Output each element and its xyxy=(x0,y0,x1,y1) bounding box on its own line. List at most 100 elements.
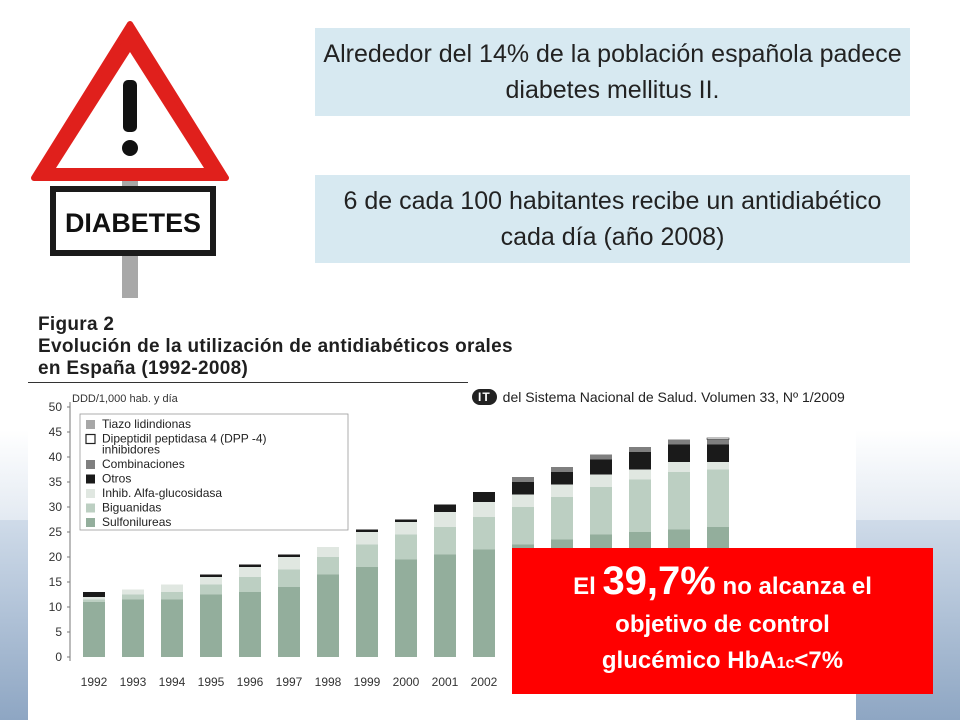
callout-prefix: El xyxy=(573,572,596,600)
legend-label: Biguanidas xyxy=(102,501,161,515)
bar-segment xyxy=(83,597,105,600)
bar-segment xyxy=(356,529,378,532)
legend-swatch xyxy=(86,460,95,469)
bar-segment xyxy=(239,564,261,567)
bar-segment xyxy=(473,517,495,550)
bar-segment xyxy=(707,439,729,445)
bar-segment xyxy=(356,532,378,545)
legend-label: Combinaciones xyxy=(102,457,185,471)
bar-segment xyxy=(590,459,612,475)
exclamation-bar xyxy=(123,80,137,132)
bar-segment xyxy=(512,482,534,495)
info-text-usage: 6 de cada 100 habitantes recibe un antid… xyxy=(343,187,882,251)
callout-box: El 39,7% no alcanza el objetivo de contr… xyxy=(512,548,933,694)
bar-segment xyxy=(83,602,105,657)
y-tick-label: 25 xyxy=(49,525,63,539)
legend-label: Otros xyxy=(102,472,131,486)
diabetes-warning-sign: DIABETES xyxy=(30,18,260,298)
bar-segment xyxy=(200,584,222,595)
bar-segment xyxy=(239,567,261,577)
x-tick-label: 2001 xyxy=(432,675,459,689)
source-text: del Sistema Nacional de Salud. Volumen 3… xyxy=(502,389,845,405)
bar-segment xyxy=(629,479,651,532)
x-axis-labels: 1992 1993 1994 1995 1996 1997 1998 1999 2000 2001… xyxy=(81,675,498,689)
bar-segment xyxy=(668,439,690,445)
bar-segment xyxy=(200,594,222,657)
y-tick-label: 30 xyxy=(49,500,63,514)
legend-swatch xyxy=(86,503,95,513)
bar-segment xyxy=(590,474,612,487)
bar-segment xyxy=(278,587,300,657)
y-tick-label: 5 xyxy=(55,625,62,639)
callout-line3: glucémico HbA1c<7% xyxy=(602,643,843,682)
bar-segment xyxy=(668,444,690,462)
x-tick-label: 1996 xyxy=(237,675,264,689)
bar-segment xyxy=(434,512,456,527)
y-tick-label: 10 xyxy=(49,600,63,614)
bar-segment xyxy=(512,507,534,545)
bar-segment xyxy=(473,502,495,517)
bar-segment xyxy=(83,592,105,597)
bar-segment xyxy=(668,472,690,530)
bar-segment xyxy=(161,584,183,592)
y-tick-label: 20 xyxy=(49,550,63,564)
bar-segment xyxy=(356,567,378,657)
bar-segment xyxy=(161,592,183,600)
bar-segment xyxy=(83,599,105,602)
bar-segment xyxy=(629,469,651,480)
bar-segment xyxy=(706,437,730,440)
y-tick-label: 35 xyxy=(49,475,63,489)
figure-source: IT del Sistema Nacional de Salud. Volume… xyxy=(472,389,845,405)
bar-segment xyxy=(590,487,612,535)
callout-line3-main: glucémico HbA xyxy=(601,646,777,674)
bar-segment xyxy=(239,577,261,592)
bar-segment xyxy=(707,462,729,470)
y-tick-label: 45 xyxy=(49,425,63,439)
bar-segment xyxy=(317,547,339,557)
y-tick-label: 0 xyxy=(55,650,62,664)
bar-segment xyxy=(122,594,144,600)
figure-number: Figura 2 xyxy=(38,314,115,335)
callout-line3-sub: 1c xyxy=(776,654,795,672)
bar-segment xyxy=(434,554,456,657)
bar-segment xyxy=(395,559,417,657)
bar-segment xyxy=(278,557,300,570)
bar-segment xyxy=(512,477,534,482)
bar-segment xyxy=(473,549,495,657)
bar-segment xyxy=(200,574,222,577)
bar-segment xyxy=(161,599,183,657)
figure-title-line1: Evolución de la utilización de antidiabé… xyxy=(38,336,513,357)
y-tick-label: 40 xyxy=(49,450,63,464)
x-tick-label: 1992 xyxy=(81,675,108,689)
legend-swatch xyxy=(86,518,95,527)
bar-segment xyxy=(473,492,495,502)
legend-label: Inhib. Alfa-glucosidasa xyxy=(102,486,222,500)
x-tick-label: 2002 xyxy=(471,675,498,689)
callout-percent: 39,7% xyxy=(602,558,716,603)
bar-segment xyxy=(551,484,573,497)
bar-segment xyxy=(122,589,144,595)
x-tick-label: 1994 xyxy=(159,675,186,689)
bar-segment xyxy=(278,554,300,557)
x-tick-label: 1999 xyxy=(354,675,381,689)
sign-label: DIABETES xyxy=(65,208,201,238)
bar-segment xyxy=(629,452,651,470)
exclamation-dot xyxy=(122,140,138,156)
bar-segment xyxy=(707,469,729,527)
bar-segment xyxy=(434,504,456,512)
bar-segment xyxy=(707,444,729,462)
info-text-prevalence: Alrededor del 14% de la población españo… xyxy=(323,40,902,104)
warning-diabetes-sign-icon: DIABETES xyxy=(31,21,229,298)
bar-segment xyxy=(395,534,417,560)
info-box-prevalence: Alrededor del 14% de la población españo… xyxy=(315,28,910,116)
bar-segment xyxy=(122,599,144,657)
bar-segment xyxy=(395,522,417,535)
bar-segment xyxy=(551,472,573,485)
callout-line3-end: <7% xyxy=(794,646,844,674)
legend-swatch xyxy=(85,433,96,445)
bar-segment xyxy=(434,527,456,555)
y-tick-label: 15 xyxy=(49,575,63,589)
bar-segment xyxy=(356,544,378,567)
bar-segment xyxy=(200,577,222,585)
